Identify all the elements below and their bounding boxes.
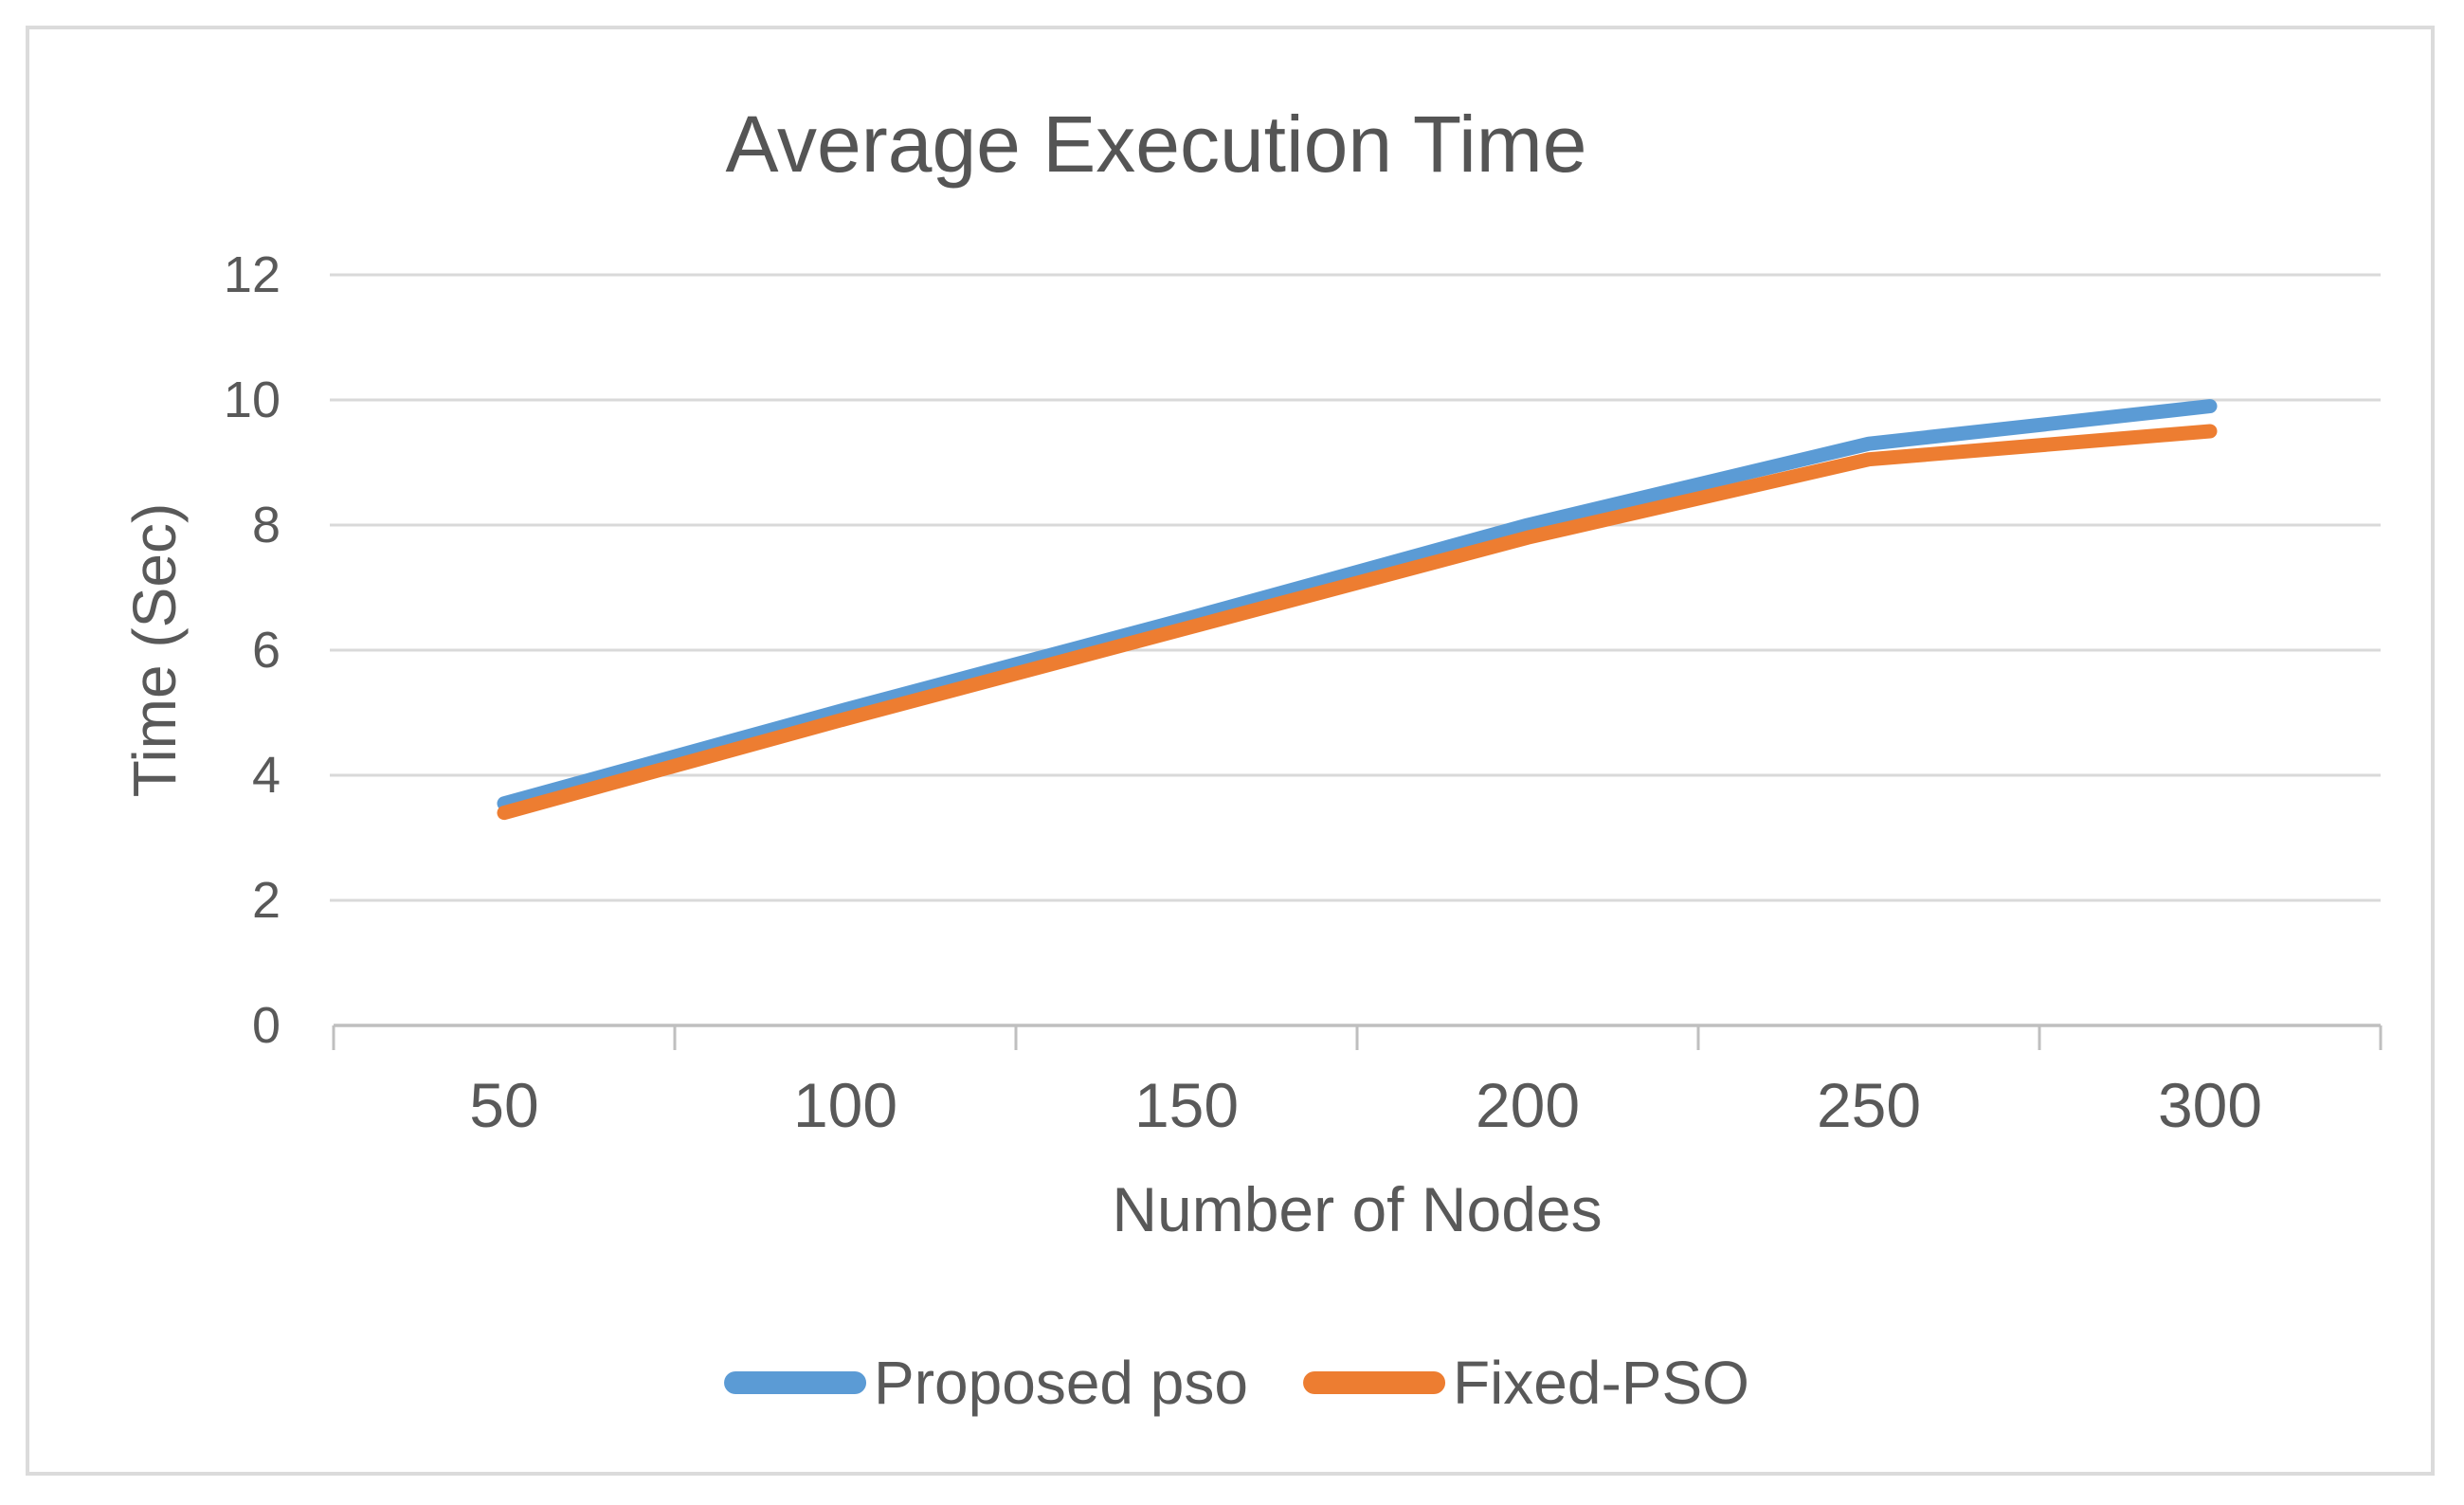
legend: Proposed pso Fixed-PSO <box>724 1348 1749 1418</box>
y-tick-label-2: 2 <box>251 872 281 929</box>
x-tick-label-100: 100 <box>792 1070 898 1140</box>
series-line-proposed-pso <box>497 399 2218 811</box>
legend-swatch-icon <box>1302 1371 1445 1394</box>
x-tick-label-250: 250 <box>1816 1070 1922 1140</box>
legend-label: Proposed pso <box>874 1349 1248 1417</box>
x-tick-label-200: 200 <box>1475 1070 1581 1140</box>
legend-item-fixed-pso: Fixed-PSO <box>1302 1348 1749 1418</box>
y-tick-label-8: 8 <box>251 497 281 553</box>
x-tick-label-50: 50 <box>469 1070 539 1140</box>
x-axis-title: Number of Nodes <box>1112 1174 1603 1244</box>
chart-outer-border <box>26 26 2435 1476</box>
legend-item-proposed-pso: Proposed pso <box>724 1348 1248 1418</box>
y-tick-label-12: 12 <box>223 246 281 303</box>
legend-label: Fixed-PSO <box>1452 1349 1749 1417</box>
x-tick-label-150: 150 <box>1133 1070 1240 1140</box>
x-tick-label-300: 300 <box>2157 1070 2263 1140</box>
y-tick-label-4: 4 <box>251 747 281 804</box>
y-tick-label-10: 10 <box>223 372 281 428</box>
legend-swatch-icon <box>724 1371 867 1394</box>
y-tick-label-6: 6 <box>251 622 281 679</box>
y-tick-label-0: 0 <box>251 997 281 1054</box>
series-line-fixed-pso <box>497 424 2218 821</box>
chart-title: Average Execution Time <box>725 100 1587 189</box>
